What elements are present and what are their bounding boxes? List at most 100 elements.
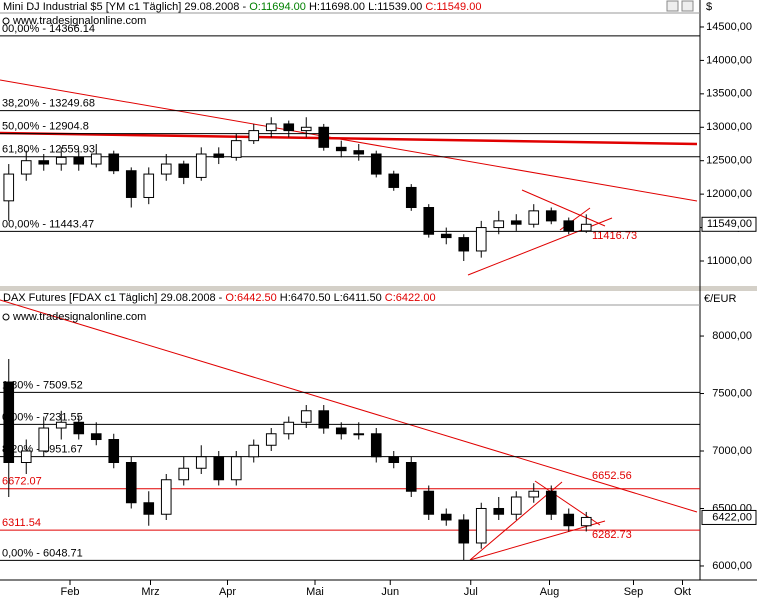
watermark-icon <box>2 313 10 321</box>
candle-body <box>493 220 505 229</box>
last-price-box <box>701 216 757 232</box>
candle-body <box>143 173 155 198</box>
annotation: 6282.73 <box>592 529 632 541</box>
candle-body <box>20 450 32 464</box>
candle-body <box>265 123 277 132</box>
candle-body <box>335 427 347 435</box>
header-part: Mini DJ Industrial $5 [YM c1 Täglich] 29… <box>3 1 249 13</box>
candle-body <box>55 421 67 429</box>
y-tick-label: 14000,00 <box>706 54 752 66</box>
candle-body <box>265 433 277 446</box>
header-part: H:6470.50 L:6411.50 <box>277 292 385 304</box>
level-label: 0,00% - 7231.55 <box>2 411 83 423</box>
x-tick-label: Jul <box>464 586 478 598</box>
chart-header: DAX Futures [FDAX c1 Täglich] 29.08.2008… <box>3 292 436 304</box>
candle-body <box>545 490 557 515</box>
last-price-label: 11549,00 <box>707 218 752 230</box>
candle-body <box>545 210 557 222</box>
window-button[interactable] <box>666 0 679 12</box>
level-label: 6672.07 <box>2 476 42 488</box>
candle-body <box>440 233 452 239</box>
candle-body <box>248 444 260 458</box>
y-tick-label: 8000,00 <box>712 330 752 342</box>
candle-body <box>178 163 190 178</box>
candle-body <box>510 220 522 225</box>
y-tick-label: 13000,00 <box>706 121 752 133</box>
header-part: O:6442.50 <box>225 292 276 304</box>
watermark: www.tradesignalonline.com <box>12 15 146 27</box>
candle-body <box>528 210 540 225</box>
candle-body <box>160 163 172 175</box>
level-label: 50,00% - 12904.8 <box>2 121 89 133</box>
y-tick-label: 7000,00 <box>712 445 752 457</box>
candle-body <box>20 160 32 175</box>
candle-body <box>458 519 470 544</box>
last-price-label: 6422,00 <box>712 511 752 523</box>
unit-label: €/EUR <box>704 293 736 305</box>
level-label: 38,20% - 13249.68 <box>2 97 95 109</box>
candle-body <box>195 153 207 178</box>
header-part: DAX Futures [FDAX c1 Täglich] 29.08.2008… <box>3 292 225 304</box>
candle-body <box>580 223 592 232</box>
trend-line <box>0 79 698 202</box>
chart-header: Mini DJ Industrial $5 [YM c1 Täglich] 29… <box>3 1 481 13</box>
y-tick-label: 6000,00 <box>712 560 752 572</box>
candle-body <box>213 456 225 481</box>
candle-body <box>388 173 400 188</box>
level-label: 61,80% - 12559.93 <box>2 144 95 156</box>
header-part: C:6422.00 <box>385 292 436 304</box>
unit-label: $ <box>706 1 712 13</box>
y-tick-label: 14500,00 <box>706 21 752 33</box>
candle-body <box>178 467 190 481</box>
candle-body <box>510 496 522 515</box>
candle-body <box>405 462 417 492</box>
candle-body <box>38 160 50 165</box>
candle-body <box>353 433 365 436</box>
trend-line <box>469 520 606 561</box>
level-label: 1,80% - 7509.52 <box>2 379 83 391</box>
candle-body <box>300 126 312 132</box>
annotation: 6652.56 <box>592 470 632 482</box>
candle-body <box>3 381 15 464</box>
watermark: www.tradesignalonline.com <box>12 311 146 323</box>
candle-body <box>440 513 452 521</box>
candle-body <box>160 479 172 515</box>
candle-body <box>38 427 50 452</box>
candle-body <box>423 490 435 515</box>
x-tick-label: Mrz <box>141 586 159 598</box>
x-tick-label: Okt <box>674 586 691 598</box>
trend-line <box>521 189 606 227</box>
level-label: 00,00% - 14366.14 <box>2 23 95 35</box>
candle-body <box>475 227 487 252</box>
trend-line <box>0 299 698 513</box>
candle-body <box>90 433 102 441</box>
candle-body <box>528 490 540 498</box>
candle-body <box>283 421 295 435</box>
candle-body <box>248 130 260 142</box>
candle-body <box>300 410 312 423</box>
candle-body <box>108 153 120 172</box>
candle-body <box>283 123 295 132</box>
candle-body <box>458 237 470 252</box>
candle-body <box>125 462 137 504</box>
x-tick-label: Aug <box>540 586 560 598</box>
y-tick-label: 12000,00 <box>706 188 752 200</box>
header-part: C:11549.00 <box>425 1 481 13</box>
candle-body <box>318 410 330 429</box>
candle-body <box>370 153 382 175</box>
candle-body <box>195 456 207 469</box>
candle-body <box>335 146 347 152</box>
candle-body <box>423 207 435 235</box>
candle-body <box>493 507 505 515</box>
candle-body <box>563 220 575 232</box>
watermark-icon <box>2 17 10 25</box>
last-price-box <box>701 509 757 525</box>
candle-body <box>3 173 15 202</box>
level-label: 6311.54 <box>2 517 41 529</box>
candle-body <box>580 516 592 527</box>
window-button[interactable] <box>681 0 694 12</box>
x-tick-label: Feb <box>61 586 80 598</box>
x-tick-label: Sep <box>624 586 644 598</box>
candle-body <box>90 153 102 165</box>
